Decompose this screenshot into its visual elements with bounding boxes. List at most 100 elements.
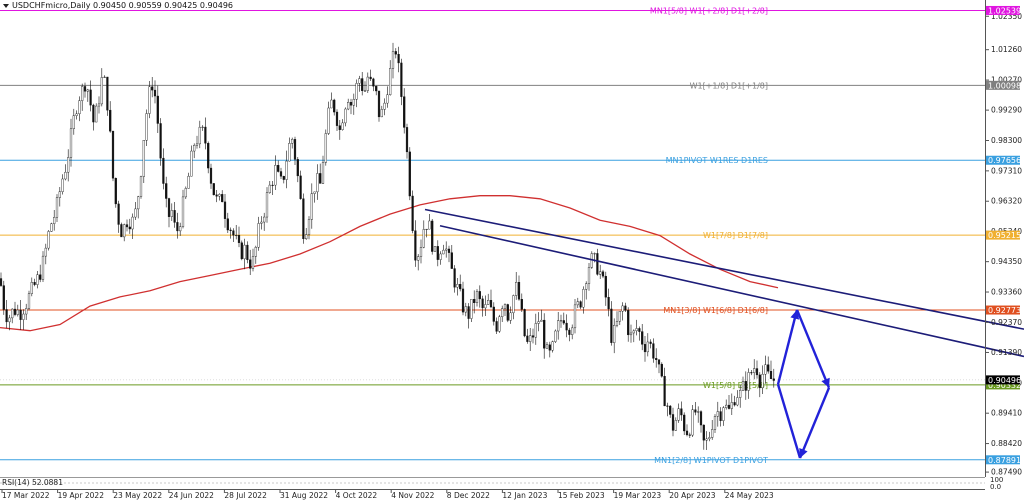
forecast-arrowhead — [821, 377, 830, 388]
candle-body — [109, 109, 112, 132]
candle-body — [69, 128, 73, 158]
candle-body — [293, 139, 297, 160]
candle-body — [349, 102, 353, 106]
candle-body — [36, 274, 39, 285]
candle-body — [61, 178, 64, 192]
candle-body — [215, 194, 218, 197]
candle-body — [355, 83, 358, 100]
price-tick-label: 0.96320 — [991, 197, 1022, 206]
candle-body — [629, 332, 633, 336]
candle-body — [268, 184, 271, 193]
price-badges: 1.02539 1.00098 0.97656 0.95215 0.92773 0.903… — [986, 5, 1021, 465]
candle-body — [240, 242, 243, 260]
time-tick-label: 17 Mar 2022 — [2, 491, 50, 500]
price-tick-label: 0.91390 — [991, 348, 1022, 357]
moving-average-line — [0, 195, 779, 332]
candle-body — [179, 226, 182, 232]
candle-body — [97, 103, 101, 107]
candle-body — [111, 130, 115, 179]
candle-body — [475, 291, 479, 304]
candle-body — [27, 293, 31, 309]
candle-body — [296, 159, 299, 177]
candle-body — [92, 104, 95, 123]
level-label: MN1[5/8] W1[+2/8] D1[+2/8] — [650, 6, 768, 15]
candle-body — [257, 223, 260, 248]
candle-body — [450, 252, 453, 269]
candle-body — [285, 160, 288, 180]
candle-body — [313, 191, 316, 194]
candle-body — [523, 309, 526, 337]
candle-body — [170, 210, 173, 217]
candle-body — [8, 317, 11, 323]
candle-body — [134, 208, 137, 218]
candle-body — [587, 267, 591, 284]
candle-body — [151, 86, 154, 91]
candle-body — [725, 404, 728, 408]
candle-body — [769, 370, 773, 380]
candle-body — [41, 255, 45, 280]
candle-body — [184, 188, 187, 198]
candle-body — [411, 195, 414, 231]
candle-body — [83, 86, 87, 92]
level-price-badge — [986, 380, 1020, 390]
candle-body — [405, 127, 409, 153]
candle-body — [53, 217, 56, 224]
candle-body — [573, 304, 577, 329]
level-label: MN1[3/8] W1[6/8] D1[6/8] — [663, 306, 768, 315]
candle-body — [520, 299, 523, 310]
candle-body — [414, 230, 417, 261]
candle-body — [229, 229, 232, 231]
candle-body — [128, 226, 131, 230]
candle-body — [599, 271, 602, 275]
level-label: W1[+1/8] D1[+1/8] — [690, 81, 768, 90]
candle-body — [67, 157, 70, 173]
candle-body — [299, 175, 302, 199]
candle-body — [344, 108, 347, 124]
candle-body — [11, 308, 14, 319]
candle-body — [55, 197, 59, 218]
candle-body — [680, 408, 683, 416]
candle-body — [708, 437, 711, 440]
price-tick-label: 0.98300 — [991, 136, 1022, 145]
candle-body — [120, 224, 123, 238]
candle-body — [741, 381, 745, 391]
candle-body — [764, 364, 767, 375]
candle-body — [363, 90, 367, 92]
forecast-arrows — [776, 309, 831, 459]
candle-body — [663, 376, 666, 407]
candle-body — [624, 305, 627, 311]
price-tick-label: 0.88420 — [991, 439, 1022, 448]
candle-body — [2, 285, 5, 310]
candle-body — [223, 201, 227, 219]
candle-body — [733, 402, 736, 406]
candle-body — [761, 373, 764, 389]
candle-body — [660, 363, 663, 377]
candle-body — [551, 341, 554, 351]
candle-body — [114, 177, 117, 205]
candle-body — [47, 231, 50, 249]
level-price-badge — [986, 5, 1020, 15]
moving-average — [0, 195, 779, 332]
level-label: W1[5/8] D1[5/8] — [703, 381, 768, 390]
candle-body — [719, 411, 722, 421]
dropdown-triangle-icon[interactable] — [3, 4, 9, 8]
candle-body — [730, 402, 733, 409]
forecast-arrow-segment — [795, 309, 831, 389]
candle-body — [582, 289, 585, 308]
candle-body — [596, 253, 599, 275]
candle-body — [545, 344, 549, 349]
candle-body — [139, 176, 143, 197]
candle-body — [671, 414, 675, 431]
candle-body — [613, 325, 616, 343]
candle-body — [447, 248, 451, 253]
candle-body — [705, 438, 708, 441]
candle-body — [246, 244, 249, 260]
candle-body — [291, 139, 294, 144]
trendline — [439, 224, 1024, 358]
candle-body — [103, 76, 106, 78]
candle-body — [747, 372, 750, 391]
candle-body — [433, 246, 437, 252]
candle-body — [400, 62, 403, 97]
